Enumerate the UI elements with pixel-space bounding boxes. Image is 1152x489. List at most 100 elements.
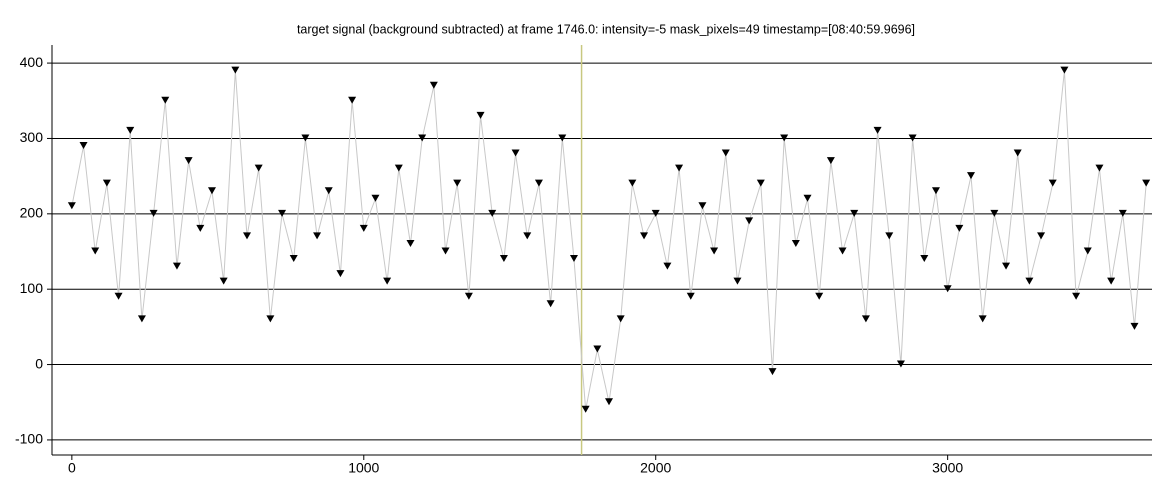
point (313, 232, 322, 240)
point (675, 164, 684, 172)
point (616, 315, 625, 323)
chart-title: target signal (background subtracted) at… (297, 22, 915, 36)
point (803, 194, 812, 202)
point (114, 292, 123, 300)
point (873, 126, 882, 134)
point (1025, 277, 1034, 285)
point (558, 134, 567, 142)
point (1107, 277, 1116, 285)
point (826, 157, 835, 165)
point (523, 232, 532, 240)
point (640, 232, 649, 240)
point (920, 255, 929, 263)
point (406, 239, 415, 247)
point (651, 209, 660, 217)
point (605, 398, 614, 406)
point (1060, 66, 1069, 74)
point (1037, 232, 1046, 240)
point (359, 224, 368, 232)
point (546, 300, 555, 308)
point (978, 315, 987, 323)
point (383, 277, 392, 285)
point (196, 224, 205, 232)
point (1130, 322, 1139, 330)
point (1118, 209, 1127, 217)
point (1072, 292, 1081, 300)
point (161, 96, 170, 104)
point (756, 179, 765, 187)
point (184, 157, 193, 165)
point (815, 292, 824, 300)
point (301, 134, 310, 142)
x-tick-label: 2000 (640, 460, 671, 476)
point (990, 209, 999, 217)
point (207, 187, 216, 195)
point (278, 209, 287, 217)
point (733, 277, 742, 285)
point (931, 187, 940, 195)
point (885, 232, 894, 240)
point (698, 202, 707, 210)
point (1048, 179, 1057, 187)
point (418, 134, 427, 142)
point (102, 179, 111, 187)
point (838, 247, 847, 255)
point (861, 315, 870, 323)
point (336, 270, 345, 278)
point (79, 141, 88, 149)
point (511, 149, 520, 157)
point (534, 179, 543, 187)
y-tick-label: -100 (15, 431, 43, 447)
point (441, 247, 450, 255)
point (710, 247, 719, 255)
point (663, 262, 672, 270)
y-tick-label: 100 (20, 280, 44, 296)
point (780, 134, 789, 142)
point (394, 164, 403, 172)
point (908, 134, 917, 142)
y-tick-label: 0 (35, 355, 43, 371)
point (488, 209, 497, 217)
point (1142, 179, 1151, 187)
point (593, 345, 602, 353)
point (955, 224, 964, 232)
point (348, 96, 357, 104)
point (289, 255, 298, 263)
point (231, 66, 240, 74)
point (768, 368, 777, 376)
x-tick-label: 3000 (932, 460, 963, 476)
point (464, 292, 473, 300)
y-tick-label: 300 (20, 129, 44, 145)
y-tick-label: 200 (20, 205, 44, 221)
point (721, 149, 730, 157)
point (324, 187, 333, 195)
x-tick-label: 0 (68, 460, 76, 476)
point (745, 217, 754, 225)
point (453, 179, 462, 187)
point (91, 247, 100, 255)
point (243, 232, 252, 240)
point (581, 405, 590, 413)
point (219, 277, 228, 285)
point (149, 209, 158, 217)
point (499, 255, 508, 263)
point (429, 81, 438, 89)
point (1013, 149, 1022, 157)
x-tick-label: 1000 (348, 460, 379, 476)
point (1095, 164, 1104, 172)
point (569, 255, 578, 263)
y-tick-label: 400 (20, 54, 44, 70)
point (628, 179, 637, 187)
point (126, 126, 135, 134)
point (371, 194, 380, 202)
point (67, 202, 76, 210)
signal-line (71, 70, 1147, 410)
point (791, 239, 800, 247)
point (967, 172, 976, 180)
point (943, 285, 952, 293)
point (476, 111, 485, 119)
point (172, 262, 181, 270)
point (686, 292, 695, 300)
point (1083, 247, 1092, 255)
